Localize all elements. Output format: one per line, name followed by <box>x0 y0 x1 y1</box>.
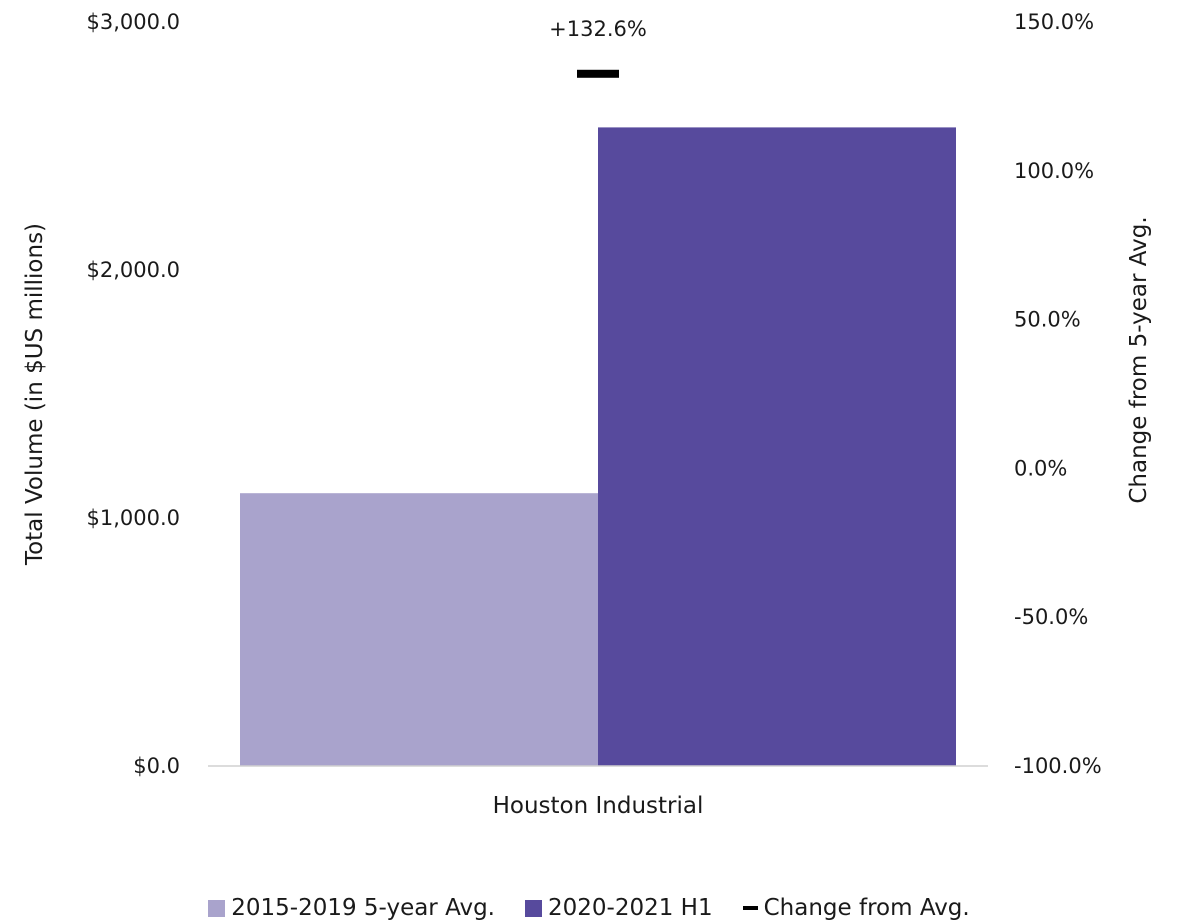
chart: $0.0 $1,000.0 $2,000.0 $3,000.0 -100.0% -50.… <box>22 10 1152 819</box>
y-tick-label: $3,000.0 <box>86 10 180 34</box>
left-axis-ticks: $0.0 $1,000.0 $2,000.0 $3,000.0 <box>86 10 180 778</box>
category-label: Houston Industrial <box>493 793 704 819</box>
change-marker <box>577 69 619 78</box>
legend: 2015-2019 5-year Avg. 2020-2021 H1 Chang… <box>0 893 1178 923</box>
legend-marker-change <box>742 906 758 910</box>
legend-swatch-2020-2021 <box>525 899 542 917</box>
legend-item-2020-2021: 2020-2021 H1 <box>525 895 713 921</box>
bars <box>240 127 956 766</box>
bar-5yr-avg <box>240 493 598 766</box>
right-axis-ticks: -100.0% -50.0% 0.0% 50.0% 100.0% 150.0% <box>1014 10 1102 778</box>
y-axis-title: Total Volume (in $US millions) <box>22 223 48 566</box>
y2-tick-label: 150.0% <box>1014 10 1094 34</box>
y-tick-label: $0.0 <box>133 754 180 778</box>
y2-tick-label: 100.0% <box>1014 159 1094 183</box>
y2-tick-label: -100.0% <box>1014 754 1102 778</box>
y-tick-label: $1,000.0 <box>86 506 180 530</box>
change-annotation: +132.6% <box>549 17 647 41</box>
legend-label-2020-2021: 2020-2021 H1 <box>548 895 713 921</box>
y2-tick-label: 50.0% <box>1014 308 1081 332</box>
y2-tick-label: 0.0% <box>1014 456 1067 480</box>
y-tick-label: $2,000.0 <box>86 258 180 282</box>
legend-item-5yr-avg: 2015-2019 5-year Avg. <box>208 895 495 921</box>
legend-label-change: Change from Avg. <box>763 895 970 921</box>
bar-2020-2021 <box>598 127 956 766</box>
legend-swatch-5yr-avg <box>208 899 226 917</box>
y2-tick-label: -50.0% <box>1014 605 1088 629</box>
legend-item-change: Change from Avg. <box>742 895 970 921</box>
legend-label-5yr-avg: 2015-2019 5-year Avg. <box>231 895 495 921</box>
y2-axis-title: Change from 5-year Avg. <box>1126 216 1152 503</box>
